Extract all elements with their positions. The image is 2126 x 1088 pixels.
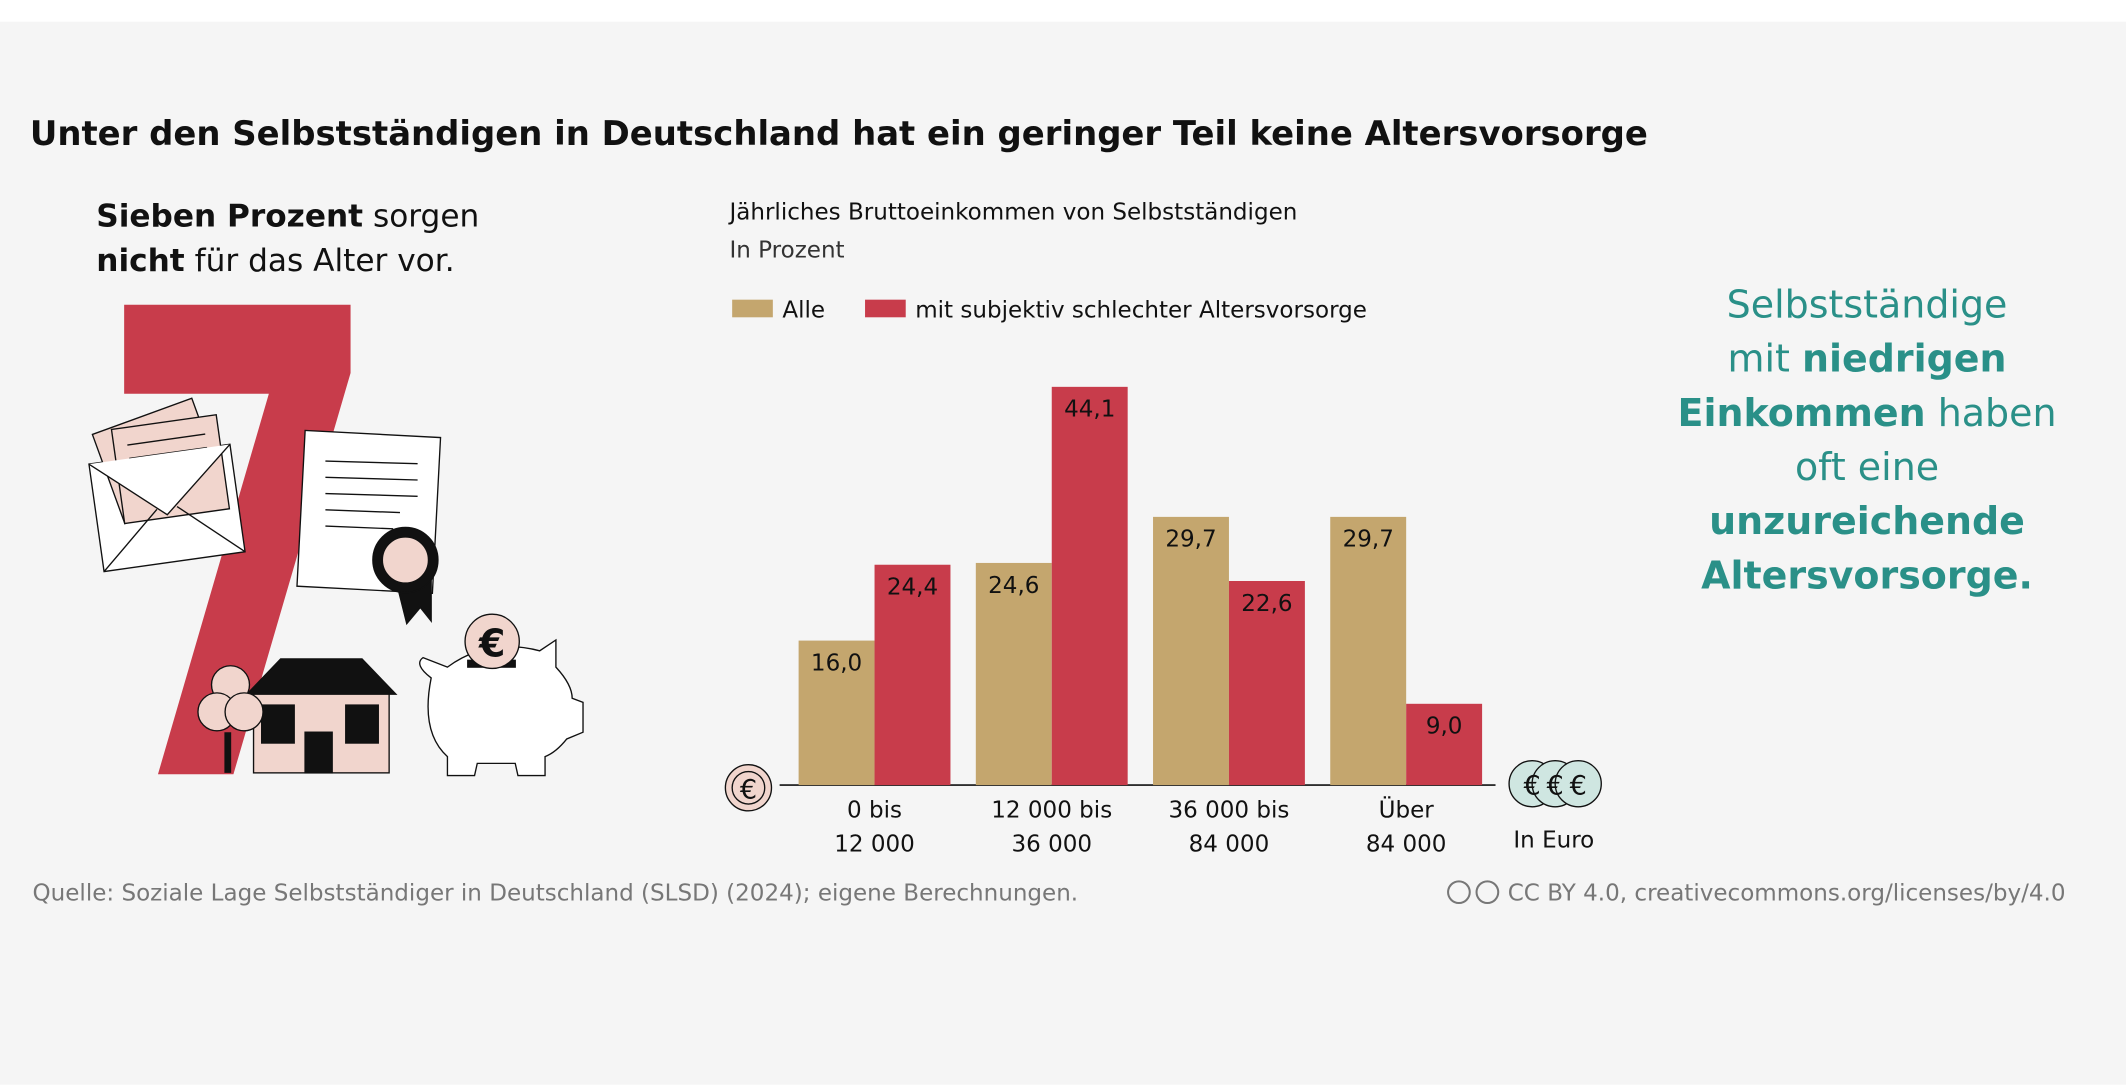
callout-part: haben (1926, 391, 2057, 435)
headline-part: Sieben Prozent (96, 198, 363, 234)
bar (1406, 703, 1483, 786)
x-tick-label: Über (1379, 796, 1435, 824)
license: CC BY 4.0, creativecommons.org/licenses/… (1508, 880, 2066, 906)
bar (1051, 386, 1128, 786)
callout-part: unzureichende (1709, 499, 2025, 543)
callout-part: Einkommen (1678, 391, 1926, 435)
callout-part: oft eine (1795, 445, 1939, 489)
value-label: 9,0 (1426, 714, 1463, 740)
x-tick-label: 84 000 (1366, 832, 1447, 858)
value-label: 44,1 (1064, 397, 1115, 423)
headline-part: sorgen (363, 198, 479, 234)
coin-symbol: € (478, 621, 505, 665)
legend-swatch (865, 299, 906, 318)
x-tick-label: 36 000 (1011, 832, 1092, 858)
callout-part: Selbstständige (1727, 282, 2008, 326)
callout-part: niedrigen (1802, 337, 2007, 381)
legend-label: Alle (782, 297, 825, 323)
x-tick-label: 0 bis (847, 798, 902, 824)
coin-symbol: € (1570, 771, 1587, 802)
currency-coin (724, 759, 1602, 812)
x-tick-label: 84 000 (1189, 832, 1270, 858)
value-label: 24,6 (988, 573, 1039, 599)
x-tick-label: 12 000 (834, 832, 915, 858)
x-tick-label: 36 000 bis (1168, 798, 1289, 824)
headline-part: nicht (96, 243, 185, 279)
value-label: 29,7 (1165, 527, 1216, 553)
callout: unzureichende (1709, 499, 2025, 543)
headline-part: für das Alter vor. (185, 243, 455, 279)
headline: nicht für das Alter vor. (96, 243, 454, 279)
coin-symbol: € (1547, 771, 1564, 802)
bar (874, 564, 951, 786)
legend-swatch (732, 299, 773, 318)
callout: Selbstständige (1727, 282, 2008, 326)
bar (975, 562, 1052, 786)
value-label: 29,7 (1343, 527, 1394, 553)
chart-subtitle: Jährliches Bruttoeinkommen von Selbststä… (727, 200, 1297, 226)
value-label: 16,0 (811, 650, 862, 676)
legend-label: mit subjektiv schlechter Altersvorsorge (915, 297, 1367, 323)
callout: Einkommen haben (1678, 391, 2057, 435)
callout-part: Altersvorsorge. (1701, 553, 2033, 597)
headline: Sieben Prozent sorgen (96, 198, 479, 234)
value-label: 24,4 (887, 575, 938, 601)
unit-label: In Prozent (729, 238, 844, 264)
callout-part: mit (1727, 337, 1801, 381)
bar (1330, 516, 1407, 786)
bar (798, 640, 875, 786)
coin-symbol: € (1524, 771, 1541, 802)
callout: mit niedrigen (1727, 337, 2006, 381)
value-label: 22,6 (1241, 591, 1292, 617)
coin-symbol: € (740, 775, 757, 806)
bar (1153, 516, 1229, 786)
x-tick-label: 12 000 bis (991, 798, 1112, 824)
callout: oft eine (1795, 445, 1939, 489)
x-axis-label: In Euro (1513, 827, 1594, 853)
bar (1228, 580, 1305, 786)
license-icons (1447, 880, 1500, 905)
illustration (88, 397, 584, 777)
source: Quelle: Soziale Lage Selbstständiger in … (33, 880, 1079, 906)
chart-title: Unter den Selbstständigen in Deutschland… (30, 114, 1648, 153)
callout: Altersvorsorge. (1701, 553, 2033, 597)
